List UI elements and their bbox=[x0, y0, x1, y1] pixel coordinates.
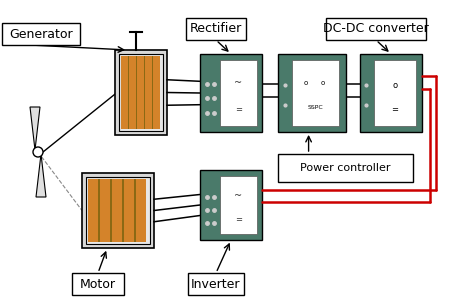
Bar bbox=[88, 179, 98, 242]
Bar bbox=[121, 56, 128, 129]
Bar bbox=[200, 170, 262, 240]
Text: =: = bbox=[391, 105, 398, 114]
Polygon shape bbox=[36, 154, 46, 197]
Bar bbox=[115, 50, 167, 135]
Polygon shape bbox=[30, 107, 40, 150]
Text: o: o bbox=[304, 80, 308, 86]
Text: Inverter: Inverter bbox=[191, 278, 241, 290]
Bar bbox=[137, 56, 144, 129]
Bar bbox=[220, 60, 257, 126]
Bar bbox=[86, 177, 150, 244]
Bar bbox=[136, 179, 146, 242]
Bar bbox=[278, 54, 346, 132]
Text: o: o bbox=[392, 81, 397, 90]
Bar bbox=[136, 56, 137, 129]
Bar bbox=[100, 179, 110, 242]
Text: Motor: Motor bbox=[80, 278, 116, 290]
Circle shape bbox=[33, 147, 43, 157]
Text: DC-DC converter: DC-DC converter bbox=[323, 22, 429, 35]
Bar bbox=[119, 54, 163, 131]
Text: ~: ~ bbox=[234, 78, 243, 88]
Bar bbox=[292, 60, 339, 126]
Bar bbox=[112, 179, 122, 242]
Bar bbox=[98, 179, 100, 242]
Bar bbox=[360, 54, 422, 132]
Bar bbox=[128, 56, 129, 129]
Bar bbox=[134, 179, 136, 242]
FancyBboxPatch shape bbox=[186, 18, 246, 40]
Bar bbox=[110, 179, 112, 242]
Text: Generator: Generator bbox=[9, 28, 73, 40]
FancyBboxPatch shape bbox=[188, 273, 244, 295]
Bar bbox=[82, 173, 154, 248]
Text: =: = bbox=[235, 215, 242, 224]
FancyBboxPatch shape bbox=[278, 154, 413, 182]
Bar bbox=[153, 56, 160, 129]
Text: =: = bbox=[235, 105, 242, 114]
Text: o: o bbox=[320, 80, 325, 86]
Text: ~: ~ bbox=[234, 191, 243, 201]
Bar bbox=[152, 56, 153, 129]
Bar bbox=[145, 56, 152, 129]
FancyBboxPatch shape bbox=[72, 273, 124, 295]
Bar bbox=[129, 56, 136, 129]
FancyBboxPatch shape bbox=[326, 18, 426, 40]
Bar bbox=[220, 176, 257, 234]
Bar bbox=[374, 60, 416, 126]
Bar bbox=[200, 54, 262, 132]
FancyBboxPatch shape bbox=[2, 23, 80, 45]
Text: SSPC: SSPC bbox=[308, 105, 323, 110]
Bar bbox=[124, 179, 134, 242]
Bar bbox=[144, 56, 145, 129]
Text: Rectifier: Rectifier bbox=[190, 22, 242, 35]
Text: Power controller: Power controller bbox=[300, 163, 391, 173]
Bar bbox=[122, 179, 124, 242]
